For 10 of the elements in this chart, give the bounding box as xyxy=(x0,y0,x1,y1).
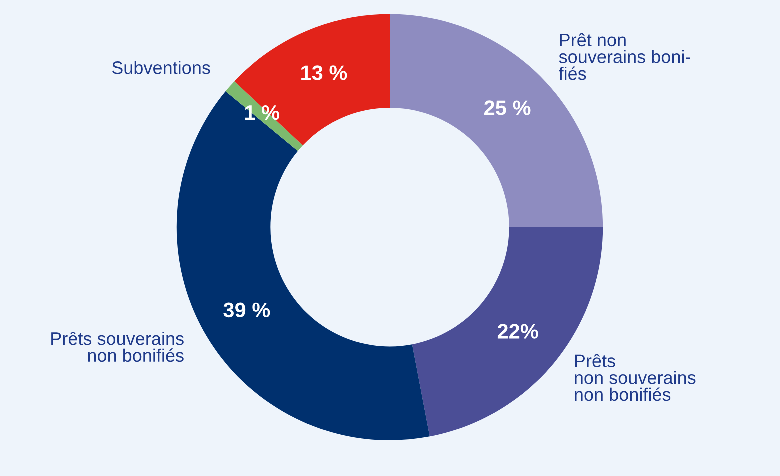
donut-slice xyxy=(234,14,390,146)
slice-label: Prêts souverains non bonifiés xyxy=(52,332,184,362)
slice-label: Subventions xyxy=(112,61,210,74)
donut-slice xyxy=(226,81,303,152)
data-label: 13 % xyxy=(302,66,348,80)
data-label: 25 % xyxy=(484,100,531,116)
data-label: 39 % xyxy=(224,302,270,318)
slice-label: Prêt non souverains boni- fiés xyxy=(559,33,690,80)
data-label: 22% xyxy=(498,324,538,339)
slice-label: Prêts non souverains non bonifiés xyxy=(575,354,696,402)
